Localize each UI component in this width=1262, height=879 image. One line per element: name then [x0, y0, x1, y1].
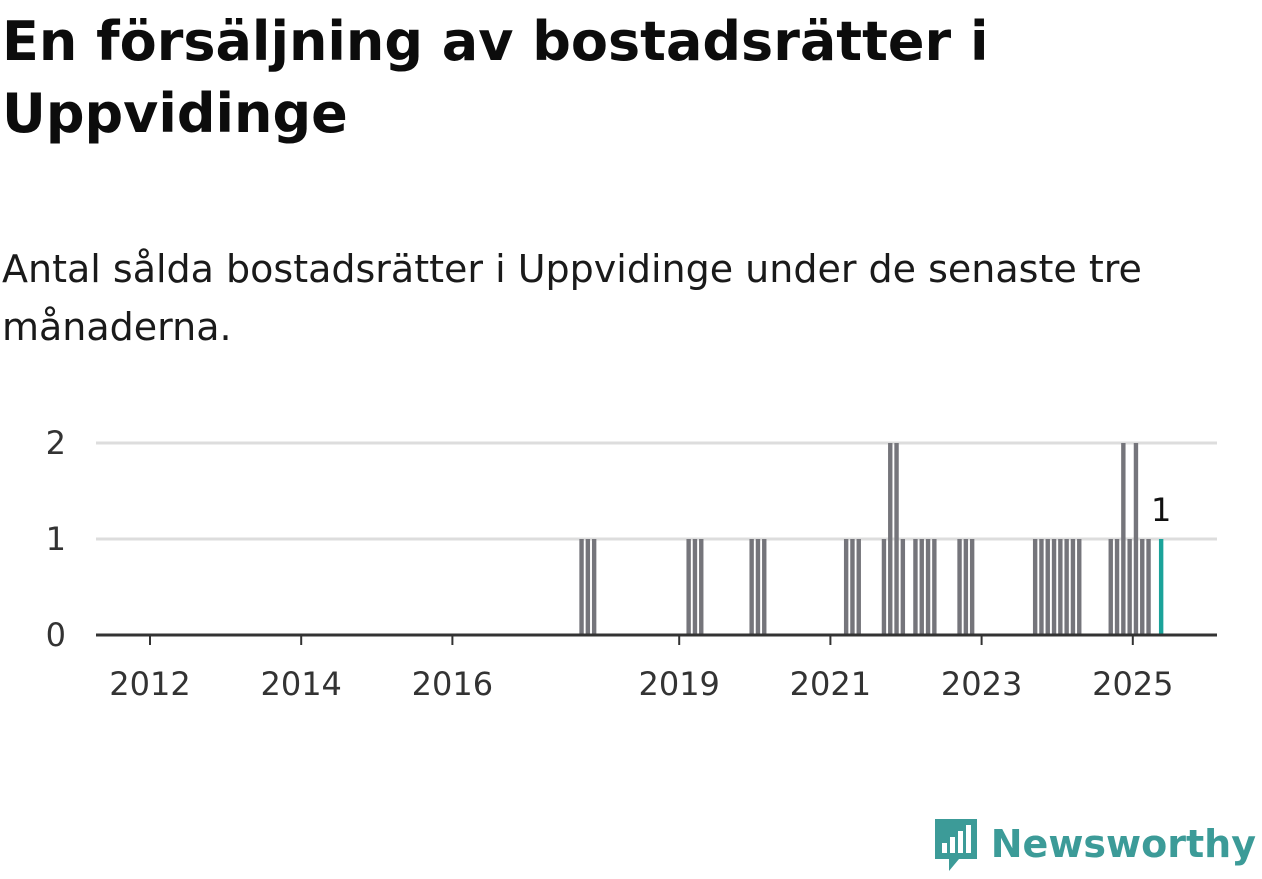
- bar-2017-09: [579, 539, 584, 635]
- bar-2025-05: [1158, 539, 1164, 635]
- bar-2024-03: [1070, 539, 1076, 635]
- bar-2022-10: [963, 539, 969, 635]
- bar-2019-03: [692, 539, 698, 635]
- bar-2019-04: [699, 539, 704, 635]
- bar-2017-10: [585, 539, 591, 635]
- data-labels: 1: [1151, 491, 1171, 529]
- bar-2024-09: [1108, 539, 1113, 635]
- bar-2022-02: [913, 539, 918, 635]
- bar-2024-12: [1127, 539, 1132, 635]
- x-axis-ticks: 2012 2014 2016 2019 2021 2023 2025: [109, 635, 1174, 703]
- bar-2019-02: [686, 539, 691, 635]
- gridlines: [96, 441, 1217, 541]
- newsworthy-logo: Newsworthy: [931, 809, 1256, 879]
- bar-2025-01: [1133, 443, 1139, 635]
- bar-2024-02: [1064, 539, 1069, 635]
- bar-2021-12: [900, 539, 906, 635]
- y-axis-ticks: 0 1 2: [46, 424, 66, 654]
- bar-2021-09: [881, 539, 887, 635]
- x-tick-label-2025: 2025: [1092, 665, 1173, 703]
- bar-2021-11: [894, 443, 899, 635]
- bar-2020-01: [755, 539, 761, 635]
- bar-2022-09: [957, 539, 962, 635]
- logo-text: Newsworthy: [990, 822, 1256, 866]
- x-tick-label-2012: 2012: [109, 665, 190, 703]
- newsworthy-logo-icon: [934, 819, 977, 871]
- y-tick-label-2: 2: [46, 424, 66, 462]
- bar-2022-04: [925, 539, 931, 635]
- bar-2021-05: [856, 539, 861, 635]
- bar-2021-10: [888, 443, 893, 635]
- bar-2020-02: [762, 539, 767, 635]
- bar-2023-10: [1039, 539, 1044, 635]
- bar-2019-12: [749, 539, 754, 635]
- chart-title: En försäljning av bostadsrätter i Uppvid…: [2, 10, 989, 145]
- bar-2024-11: [1121, 443, 1126, 635]
- bar-2024-10: [1114, 539, 1120, 635]
- bar-2017-11: [591, 539, 597, 635]
- y-tick-label-0: 0: [46, 616, 66, 654]
- y-tick-label-1: 1: [46, 520, 66, 558]
- bars: [579, 443, 1164, 635]
- chart-subtitle: Antal sålda bostadsrätter i Uppvidinge u…: [2, 247, 1142, 349]
- x-tick-label-2014: 2014: [260, 665, 341, 703]
- bar-2024-04: [1077, 539, 1082, 635]
- bar-2025-03: [1146, 539, 1151, 635]
- highlight-value-label: 1: [1151, 491, 1171, 529]
- bar-chart: 0 1 2 2012 2014 2016 2019 2021 2023 2025 1: [46, 424, 1217, 703]
- x-tick-label-2016: 2016: [412, 665, 493, 703]
- bar-2025-02: [1140, 539, 1145, 635]
- bar-2022-11: [969, 539, 975, 635]
- x-tick-label-2023: 2023: [941, 665, 1022, 703]
- bar-2023-09: [1032, 539, 1038, 635]
- bar-2024-01: [1058, 539, 1063, 635]
- bar-2022-05: [932, 539, 937, 635]
- bar-2021-03: [843, 539, 849, 635]
- bar-2021-04: [850, 539, 855, 635]
- bar-2022-03: [919, 539, 924, 635]
- bar-2023-11: [1045, 539, 1050, 635]
- x-tick-label-2019: 2019: [638, 665, 719, 703]
- x-tick-label-2021: 2021: [790, 665, 871, 703]
- bar-2023-12: [1051, 539, 1057, 635]
